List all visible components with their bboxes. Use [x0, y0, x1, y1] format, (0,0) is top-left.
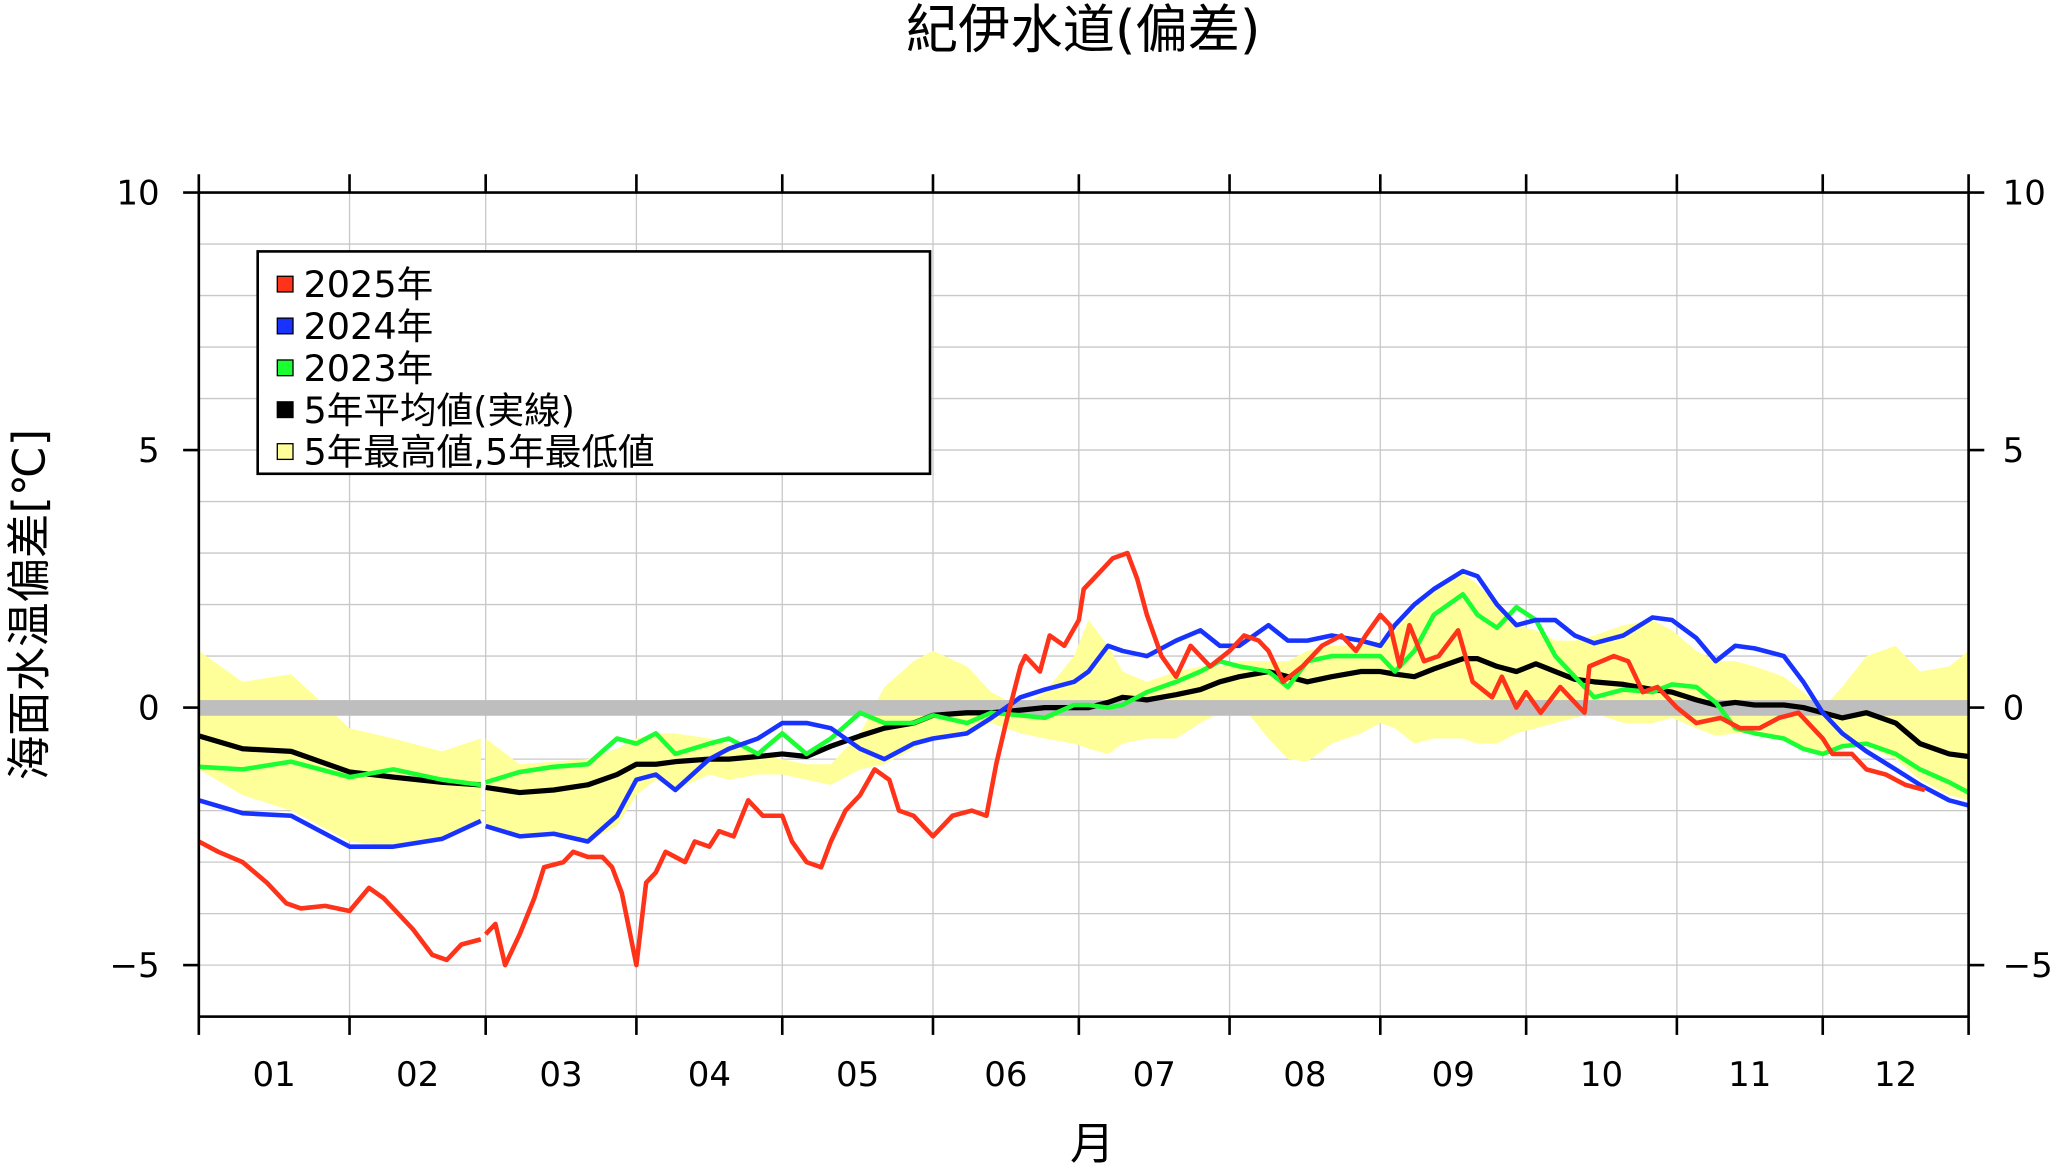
y-tick-label-right: −5 — [2003, 946, 2051, 986]
legend-label: 2025年 — [303, 263, 433, 306]
y-tick-label-right: 0 — [2003, 688, 2025, 728]
series-line-5年平均値(実線) — [198, 733, 481, 788]
axes: 10 10 5 5 0 0 −5 −5 01 02 03 04 05 06 07 08 09 10 11 12 — [109, 173, 2051, 1095]
legend-label: 2024年 — [303, 305, 433, 348]
series-line-2025年 — [484, 550, 1926, 968]
plot-frame — [197, 191, 1970, 1018]
x-tick-label: 08 — [1283, 1055, 1326, 1095]
legend-label: 5年平均値(実線) — [303, 389, 575, 432]
y-tick-label-left: −5 — [109, 946, 159, 986]
x-tick-label: 07 — [1133, 1055, 1176, 1095]
y-tick-label-right: 10 — [2003, 173, 2046, 213]
legend-box — [256, 250, 932, 476]
y-tick-label-left: 10 — [116, 173, 159, 213]
series-line-2024年 — [485, 568, 1970, 844]
x-tick-label: 11 — [1728, 1055, 1771, 1095]
x-tick-label: 04 — [688, 1055, 731, 1095]
legend-label: 5年最高値,5年最低値 — [303, 431, 654, 474]
legend-swatch — [276, 275, 294, 293]
y-tick-label-right: 5 — [2003, 431, 2025, 471]
legend-swatch — [276, 359, 294, 377]
x-tick-label: 10 — [1580, 1055, 1623, 1095]
x-tick-label: 06 — [984, 1055, 1027, 1095]
legend-swatch — [276, 401, 294, 419]
x-tick-label: 05 — [836, 1055, 879, 1095]
legend-swatch — [276, 317, 294, 335]
series-line-2025年 — [197, 839, 482, 963]
band-area — [198, 650, 481, 847]
series-line-2023年 — [198, 759, 482, 788]
x-axis-label: 月 — [1070, 1119, 1114, 1166]
legend-swatch — [276, 443, 294, 461]
x-tick-label: 09 — [1432, 1055, 1475, 1095]
x-tick-label: 03 — [539, 1055, 582, 1095]
y-tick-label-left: 5 — [138, 431, 160, 471]
y-axis-label: 海面水温偏差[℃] — [4, 429, 55, 780]
x-tick-label: 12 — [1874, 1055, 1917, 1095]
chart-title: 紀伊水道(偏差) — [906, 0, 1261, 60]
series-line-2024年 — [198, 798, 482, 849]
x-tick-label: 01 — [253, 1055, 296, 1095]
legend-label: 2023年 — [303, 347, 433, 390]
series-lines — [197, 550, 1970, 968]
y-tick-label-left: 0 — [138, 688, 160, 728]
x-tick-label: 02 — [396, 1055, 439, 1095]
series-line-2023年 — [485, 591, 1970, 795]
